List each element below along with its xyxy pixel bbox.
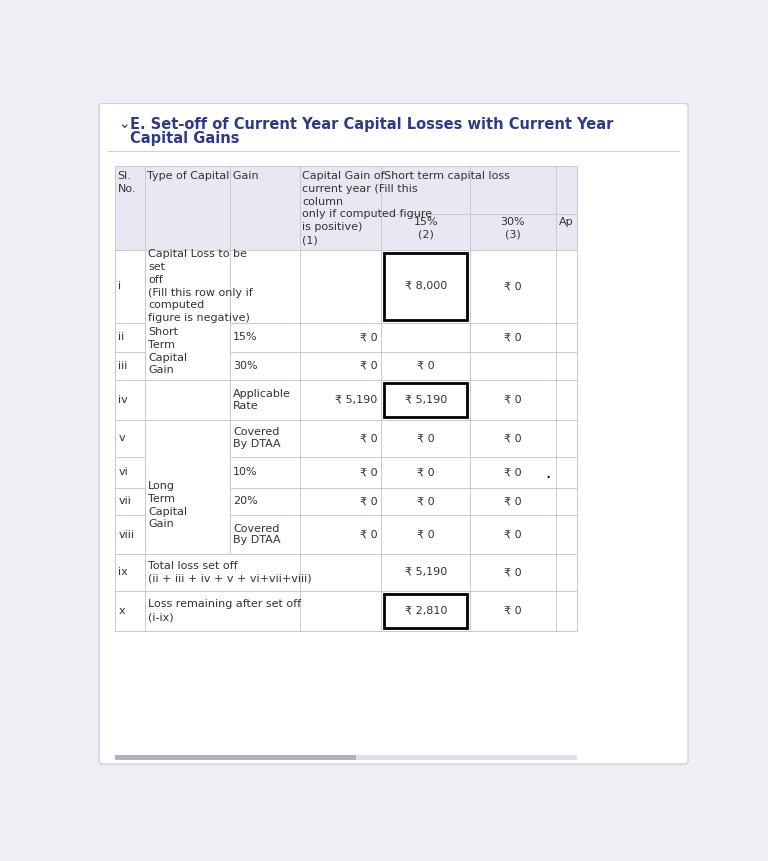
- Text: Covered
By DTAA: Covered By DTAA: [233, 523, 281, 545]
- Text: iv: iv: [118, 395, 128, 405]
- Bar: [115, 515, 578, 554]
- Text: ₹ 0: ₹ 0: [504, 530, 521, 540]
- Text: Covered
By DTAA: Covered By DTAA: [233, 427, 281, 449]
- Text: 15%
(2): 15% (2): [413, 217, 438, 239]
- Text: ₹ 0: ₹ 0: [417, 433, 435, 443]
- Bar: [115, 554, 578, 591]
- Bar: [115, 323, 578, 352]
- Text: ii: ii: [118, 332, 124, 343]
- Text: ·: ·: [545, 469, 551, 487]
- Text: ₹ 5,190: ₹ 5,190: [335, 395, 377, 405]
- Text: 30%
(3): 30% (3): [501, 217, 525, 239]
- Bar: [115, 166, 578, 250]
- Bar: [145, 323, 230, 380]
- Text: 20%: 20%: [233, 497, 258, 506]
- Text: ₹ 0: ₹ 0: [359, 497, 377, 506]
- Text: ₹ 0: ₹ 0: [417, 497, 435, 506]
- Text: iii: iii: [118, 361, 127, 371]
- Text: ₹ 0: ₹ 0: [504, 497, 521, 506]
- Text: Applicable
Rate: Applicable Rate: [233, 389, 291, 411]
- Bar: [115, 487, 578, 515]
- Text: viii: viii: [118, 530, 134, 540]
- Text: ₹ 8,000: ₹ 8,000: [405, 282, 447, 291]
- Text: ₹ 0: ₹ 0: [504, 606, 521, 616]
- Text: 15%: 15%: [233, 332, 258, 343]
- Bar: [115, 755, 356, 760]
- Text: ₹ 0: ₹ 0: [359, 530, 377, 540]
- Bar: [384, 383, 467, 417]
- Bar: [115, 250, 578, 323]
- Text: Short
Term
Capital
Gain: Short Term Capital Gain: [148, 327, 187, 375]
- Text: ₹ 0: ₹ 0: [504, 395, 521, 405]
- Text: ₹ 0: ₹ 0: [417, 468, 435, 477]
- Text: ₹ 0: ₹ 0: [504, 282, 521, 291]
- Text: ₹ 0: ₹ 0: [417, 530, 435, 540]
- Text: ₹ 0: ₹ 0: [359, 433, 377, 443]
- Bar: [115, 380, 578, 420]
- FancyBboxPatch shape: [99, 103, 688, 764]
- Bar: [115, 420, 578, 456]
- Text: Capital Gains: Capital Gains: [130, 131, 240, 146]
- Text: Type of Capital Gain: Type of Capital Gain: [147, 171, 259, 181]
- Text: Sl.
No.: Sl. No.: [118, 171, 136, 195]
- Text: ⌄: ⌄: [118, 117, 129, 131]
- Text: ₹ 2,810: ₹ 2,810: [405, 606, 447, 616]
- Bar: [115, 591, 578, 631]
- Text: Capital Loss to be
set
off
(Fill this row only if
computed
figure is negative): Capital Loss to be set off (Fill this ro…: [148, 249, 253, 323]
- Bar: [115, 755, 578, 760]
- Bar: [115, 352, 578, 380]
- Text: ₹ 0: ₹ 0: [504, 567, 521, 577]
- Text: ₹ 0: ₹ 0: [359, 332, 377, 343]
- Text: Long
Term
Capital
Gain: Long Term Capital Gain: [148, 481, 187, 530]
- Text: Capital Gain of
current year (Fill this
column
only if computed figure
is positi: Capital Gain of current year (Fill this …: [302, 171, 432, 245]
- Bar: [384, 594, 467, 628]
- Text: x: x: [118, 606, 125, 616]
- Text: ₹ 0: ₹ 0: [359, 468, 377, 477]
- Text: ₹ 5,190: ₹ 5,190: [405, 567, 447, 577]
- Text: 10%: 10%: [233, 468, 258, 477]
- Text: 30%: 30%: [233, 361, 258, 371]
- Text: vi: vi: [118, 468, 128, 477]
- Text: Short term capital loss: Short term capital loss: [383, 171, 509, 181]
- Text: ix: ix: [118, 567, 128, 577]
- Text: Total loss set off
(ii + iii + iv + v + vi+vii+viii): Total loss set off (ii + iii + iv + v + …: [148, 561, 312, 584]
- Text: vii: vii: [118, 497, 131, 506]
- Text: Loss remaining after set off
(i-ix): Loss remaining after set off (i-ix): [148, 599, 301, 623]
- Text: i: i: [118, 282, 121, 291]
- Text: ₹ 0: ₹ 0: [417, 361, 435, 371]
- Text: Ap: Ap: [559, 217, 574, 227]
- Text: ₹ 0: ₹ 0: [504, 468, 521, 477]
- Text: ₹ 0: ₹ 0: [504, 433, 521, 443]
- Bar: [384, 252, 467, 319]
- Text: v: v: [118, 433, 125, 443]
- Text: ₹ 5,190: ₹ 5,190: [405, 395, 447, 405]
- Bar: [115, 456, 578, 487]
- Text: E. Set-off of Current Year Capital Losses with Current Year: E. Set-off of Current Year Capital Losse…: [130, 117, 614, 133]
- Bar: [145, 457, 230, 554]
- Text: ₹ 0: ₹ 0: [359, 361, 377, 371]
- Text: ₹ 0: ₹ 0: [504, 332, 521, 343]
